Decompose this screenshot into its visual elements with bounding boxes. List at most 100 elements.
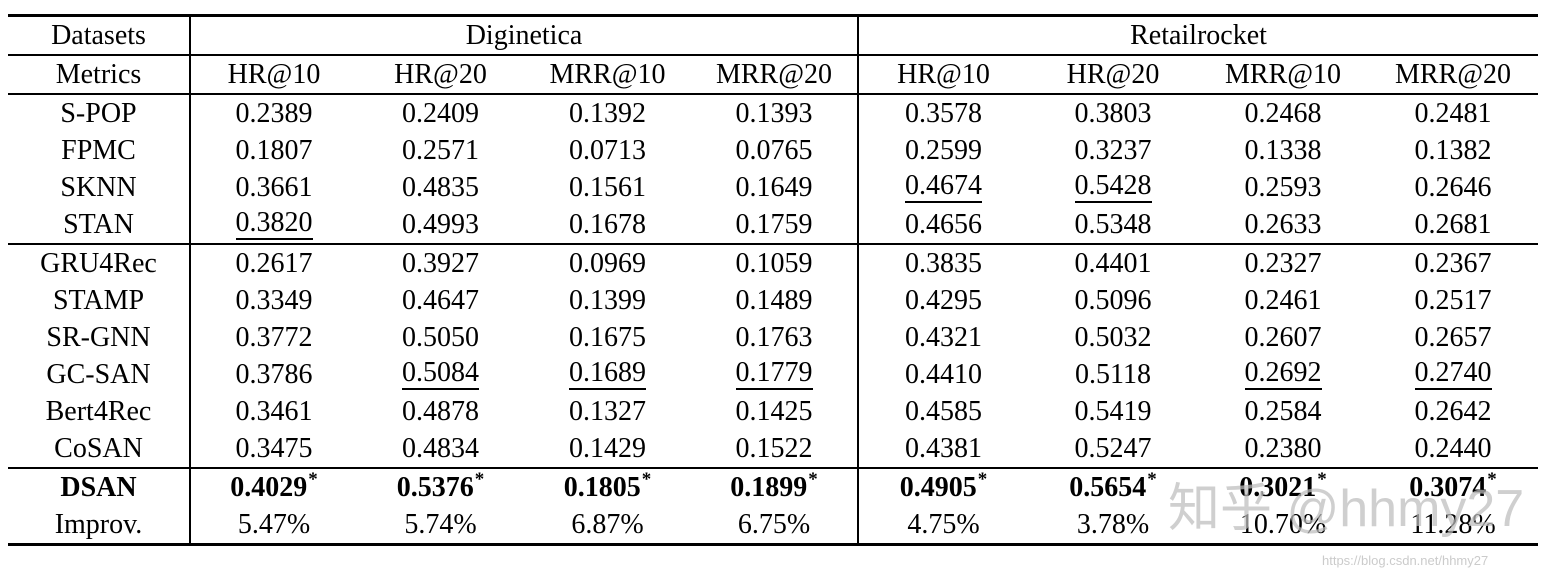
metric-value: 0.3237	[1074, 134, 1152, 166]
metric-value: 0.1393	[735, 97, 813, 129]
dataset-group-retailrocket: Retailrocket	[1130, 19, 1267, 51]
metric-value-cell: 0.2389	[190, 94, 357, 132]
results-table: Datasets Diginetica Retailrocket Metrics…	[8, 14, 1539, 546]
csdn-url-watermark: https://blog.csdn.net/hhmy27	[1322, 553, 1489, 568]
metric-value: 0.2607	[1244, 321, 1322, 353]
model-name: DSAN	[8, 468, 191, 506]
metric-value: 4.75%	[907, 508, 980, 540]
metric-value-cell: 0.1759	[691, 206, 859, 244]
metric-value: 0.0969	[569, 247, 646, 279]
metric-value: 0.4834	[402, 432, 479, 464]
metric-value-cell: 0.4585	[858, 393, 1028, 430]
metric-value: 0.4674	[905, 170, 982, 203]
metric-value-cell: 0.0765	[691, 132, 859, 169]
metric-value-cell: 0.2642	[1368, 393, 1538, 430]
metric-value: 0.4585	[905, 395, 982, 427]
metric-value: 0.1489	[735, 284, 813, 316]
metric-value: 0.2389	[235, 97, 313, 129]
metric-value: 0.1338	[1244, 134, 1322, 166]
metric-column-header: MRR@20	[691, 55, 859, 94]
metric-value-cell: 0.2380	[1198, 430, 1368, 468]
metric-value-cell: 0.3803	[1028, 94, 1198, 132]
metric-value: 0.5247	[1074, 432, 1152, 464]
metric-value: 0.1759	[735, 208, 813, 240]
metric-value: 0.4835	[402, 171, 479, 203]
metric-value-cell: 0.3835	[858, 244, 1028, 282]
metric-value-cell: 0.1338	[1198, 132, 1368, 169]
metric-value-cell: 0.2646	[1368, 169, 1538, 206]
metric-value-cell: 0.4647	[357, 282, 524, 319]
datasets-header-row: Datasets Diginetica Retailrocket	[8, 15, 1539, 55]
metric-value-cell: 0.2481	[1368, 94, 1538, 132]
metric-value: 0.4321	[905, 321, 982, 353]
metric-value-cell: 0.2584	[1198, 393, 1368, 430]
metric-value-cell: 4.75%	[858, 506, 1028, 545]
metric-value-cell: 0.0969	[524, 244, 691, 282]
metric-value: 0.2380	[1244, 432, 1322, 464]
metric-column-header: MRR@20	[1394, 58, 1512, 90]
metric-value-cell: 0.2599	[858, 132, 1028, 169]
metric-value-cell: 0.3661	[190, 169, 357, 206]
metrics-label: Metrics	[8, 55, 191, 94]
metric-value-cell: 0.3475	[190, 430, 357, 468]
metric-value: 10.70%	[1239, 508, 1327, 540]
metric-value-cell: 0.1382	[1368, 132, 1538, 169]
table-row: SR-GNN 0.3772 0.5050 0.1675 0.1763 0.4321 0.50…	[8, 319, 1538, 356]
metric-value-cell: 0.1678	[524, 206, 691, 244]
metric-value-cell: 0.3461	[190, 393, 357, 430]
metric-value: 5.74%	[404, 508, 477, 540]
metric-value-cell: 0.4381	[858, 430, 1028, 468]
metric-value-cell: 0.2607	[1198, 319, 1368, 356]
metric-value-cell: 0.2633	[1198, 206, 1368, 244]
metric-value: 0.5428	[1074, 170, 1152, 203]
metric-value: 0.4401	[1074, 247, 1152, 279]
metric-value: 0.1522	[735, 432, 813, 464]
metric-value: 0.1675	[569, 321, 646, 353]
metric-value: 0.3803	[1074, 97, 1152, 129]
metric-value: 0.3461	[235, 395, 313, 427]
metric-value: 0.5096	[1074, 284, 1152, 316]
metric-column-header: HR@20	[1066, 58, 1160, 90]
table-row: STAN 0.3820 0.4993 0.1678 0.1759 0.4656 0.5348…	[8, 206, 1539, 244]
table-row: GRU4Rec 0.2617 0.3927 0.0969 0.1059 0.3835 0.4…	[8, 244, 1538, 282]
metric-value: 0.3475	[235, 432, 313, 464]
metric-value-cell: 0.3820	[190, 206, 357, 244]
metric-column-header: MRR@10	[549, 58, 666, 90]
significance-star: *	[474, 469, 485, 491]
metric-value-cell: 0.4410	[858, 356, 1028, 393]
metric-value: 0.3074	[1409, 471, 1487, 503]
table-row: Improv. 5.47% 5.74% 6.87% 6.75% 4.75% 3.78% 10.…	[8, 506, 1538, 545]
table-row: GC-SAN 0.3786 0.5084 0.1689 0.1779 0.4410 0.51…	[8, 356, 1538, 393]
metric-value: 0.2517	[1414, 284, 1492, 316]
metric-value-cell: 0.1425	[691, 393, 859, 430]
screenshot-stage: Datasets Diginetica Retailrocket Metrics…	[0, 14, 1546, 577]
metric-value-cell: 0.1805*	[524, 468, 691, 506]
metric-value-cell: 0.1807	[190, 132, 357, 169]
metric-value: 0.4656	[905, 208, 982, 240]
metric-value: 0.5118	[1075, 358, 1151, 390]
metric-value: 3.78%	[1076, 508, 1150, 540]
metric-value: 0.3786	[235, 358, 313, 390]
metric-value-cell: 0.2517	[1368, 282, 1538, 319]
metric-value-cell: 0.1522	[691, 430, 859, 468]
significance-star: *	[1147, 469, 1157, 491]
metric-value-cell: 0.2593	[1198, 169, 1368, 206]
metric-value: 0.1899	[730, 471, 808, 503]
significance-star: *	[977, 469, 988, 491]
metric-value-cell: 6.87%	[524, 506, 691, 545]
metric-value-cell: 0.4029*	[190, 468, 357, 506]
metric-value: 0.3820	[235, 207, 313, 240]
metric-value-cell: 0.4834	[357, 430, 524, 468]
metric-value-cell: 0.5084	[357, 356, 524, 393]
metric-value-cell: 0.1561	[524, 169, 691, 206]
metric-value-cell: 0.1392	[524, 94, 691, 132]
metric-value: 0.3927	[402, 247, 479, 279]
metric-value-cell: 0.2692	[1198, 356, 1368, 393]
metric-value: 0.2571	[402, 134, 479, 166]
metric-value: 0.1059	[735, 247, 813, 279]
metric-value: 0.2599	[905, 134, 982, 166]
metric-value: 0.1429	[569, 432, 646, 464]
metric-value-cell: 0.4905*	[858, 468, 1028, 506]
metric-value: 0.1425	[735, 395, 813, 427]
metric-value-cell: 5.74%	[357, 506, 524, 545]
